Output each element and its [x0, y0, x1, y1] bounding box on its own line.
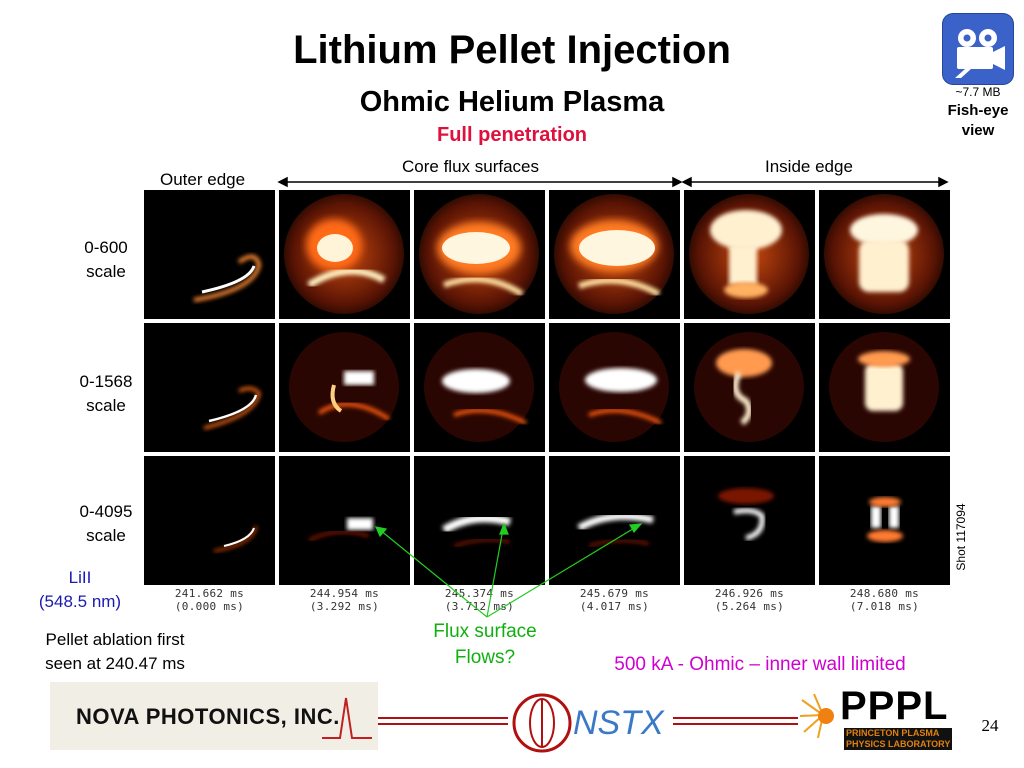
lii-label: LiII (548.5 nm): [20, 566, 140, 614]
plasma-image: [144, 323, 275, 452]
video-label: Fish-eye view: [935, 101, 1021, 141]
pppl-sub-line1: PRINCETON PLASMA: [846, 728, 940, 738]
pellet-note-line2: seen at 240.47 ms: [45, 654, 185, 673]
plasma-image: [279, 323, 410, 452]
video-size: ~7.7 MB: [955, 85, 1001, 99]
flux-arrows: [374, 522, 643, 618]
page-number: 24: [981, 716, 999, 735]
row-label-0-1568: 0-1568 scale: [66, 370, 146, 418]
pppl-logo: PPPL PRINCETON PLASMA PHYSICS LABORATORY: [800, 684, 960, 756]
timestamp-rel: (0.000 ms): [174, 600, 245, 613]
video-label-line2: view: [961, 122, 995, 139]
core-flux-label: Core flux surfaces: [402, 157, 539, 176]
timestamp: 241.662 ms (0.000 ms): [144, 587, 275, 613]
nstx-logo-text: NSTX: [573, 704, 664, 742]
plasma-image: [819, 190, 950, 319]
nova-photonics-logo: NOVA PHOTONICS, INC.: [50, 682, 378, 750]
plasma-image: [144, 456, 275, 585]
lii-wavelength: (548.5 nm): [38, 592, 122, 611]
timestamp-rel: (5.264 ms): [714, 600, 785, 613]
timestamp-abs: 241.662 ms: [174, 587, 245, 600]
plasma-image: [684, 456, 815, 585]
timestamp-rel: (4.017 ms): [579, 600, 650, 613]
plasma-image: [414, 323, 545, 452]
tagline: Full penetration: [437, 124, 587, 146]
footer-lines: [378, 717, 798, 725]
plasma-image: [144, 190, 275, 319]
timestamp-abs: 248.680 ms: [849, 587, 920, 600]
plasma-image: [684, 323, 815, 452]
timestamp: 246.926 ms (5.264 ms): [684, 587, 815, 613]
row-label-unit: scale: [86, 396, 126, 415]
plasma-image: [549, 456, 680, 585]
sunburst-icon: [800, 693, 834, 738]
shot-number: Shot 117094: [951, 500, 968, 580]
timestamp: 244.954 ms (3.292 ms): [279, 587, 410, 613]
row-label-value: 0-4095: [79, 502, 133, 521]
nova-logo-text: NOVA PHOTONICS, INC.: [76, 704, 340, 729]
timestamp-abs: 245.679 ms: [579, 587, 650, 600]
row-label-0-600: 0-600 scale: [66, 236, 146, 284]
nstx-emblem-icon: [512, 693, 572, 753]
plasma-image: [684, 190, 815, 319]
row-label-unit: scale: [86, 262, 126, 281]
plasma-image: [549, 323, 680, 452]
inside-edge-label: Inside edge: [765, 157, 853, 176]
video-camera-icon: [955, 29, 1005, 78]
row-label-value: 0-1568: [79, 372, 133, 391]
plasma-image: [279, 190, 410, 319]
plasma-image: [819, 323, 950, 452]
flux-note: Flux surface Flows?: [410, 619, 560, 671]
pppl-logo-subtitle: PRINCETON PLASMA PHYSICS LABORATORY: [844, 728, 953, 750]
row-label-value: 0-600: [84, 238, 128, 257]
slide-title: Lithium Pellet Injection: [293, 28, 731, 72]
plasma-image: [414, 456, 545, 585]
pppl-logo-text: PPPL: [840, 684, 949, 728]
lii-species: LiII: [68, 568, 92, 587]
region-arrows: [277, 176, 949, 188]
timestamp-abs: 244.954 ms: [309, 587, 380, 600]
slide-subtitle: Ohmic Helium Plasma: [359, 86, 665, 118]
timestamp: 245.679 ms (4.017 ms): [549, 587, 680, 613]
row-label-unit: scale: [86, 526, 126, 545]
shot-number-text: Shot 117094: [954, 503, 968, 571]
pulse-icon: [322, 697, 372, 739]
plasma-image: [819, 456, 950, 585]
row-label-0-4095: 0-4095 scale: [66, 500, 146, 548]
pellet-note-line1: Pellet ablation first: [45, 630, 185, 649]
flux-note-line2: Flows?: [454, 647, 516, 668]
timestamp-rel: (3.712 ms): [444, 600, 515, 613]
timestamp-rel: (7.018 ms): [849, 600, 920, 613]
pppl-sub-line2: PHYSICS LABORATORY: [846, 739, 951, 749]
pellet-note: Pellet ablation first seen at 240.47 ms: [20, 628, 210, 676]
outer-edge-label: Outer edge: [160, 170, 246, 189]
timestamp-abs: 246.926 ms: [714, 587, 785, 600]
ohmic-note: 500 kA - Ohmic – inner wall limited: [614, 654, 906, 675]
timestamp: 248.680 ms (7.018 ms): [819, 587, 950, 613]
plasma-image: [549, 190, 680, 319]
nstx-logo: NSTX: [505, 690, 675, 756]
video-play-button[interactable]: [943, 14, 1013, 84]
camera-image-grid: [144, 190, 950, 585]
timestamp-rel: (3.292 ms): [309, 600, 380, 613]
flux-note-line1: Flux surface: [433, 621, 537, 642]
video-label-line1: Fish-eye: [947, 102, 1009, 119]
plasma-image: [414, 190, 545, 319]
plasma-image: [279, 456, 410, 585]
